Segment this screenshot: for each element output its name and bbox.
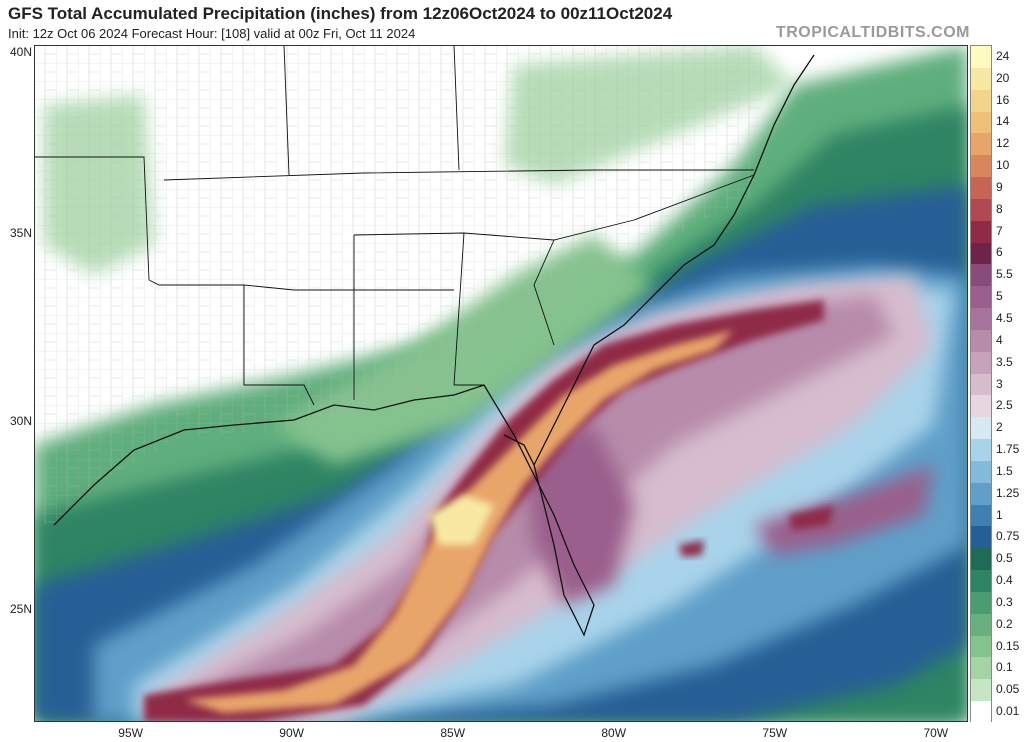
colorbar-swatch — [971, 526, 991, 549]
colorbar-label: 5.5 — [996, 267, 1013, 282]
colorbar-label: 0.05 — [996, 682, 1020, 697]
colorbar-swatch — [971, 701, 991, 724]
colorbar-label: 4 — [996, 332, 1003, 347]
colorbar-label: 3.5 — [996, 354, 1013, 369]
colorbar-swatch — [971, 133, 991, 156]
colorbar-swatch — [971, 89, 991, 112]
colorbar-swatch — [971, 67, 991, 91]
colorbar-swatch — [971, 504, 991, 527]
lat-label: 40N — [9, 45, 32, 59]
lon-label: 85W — [440, 726, 466, 740]
colorbar-label: 20 — [996, 70, 1010, 85]
lat-label: 35N — [9, 226, 32, 241]
lon-label: 95W — [118, 726, 143, 740]
colorbar-swatch — [971, 417, 991, 440]
colorbar-label: 0.4 — [996, 573, 1013, 588]
colorbar-label: 5 — [996, 289, 1003, 304]
colorbar-swatch — [971, 286, 991, 309]
colorbar-label: 16 — [996, 92, 1010, 107]
colorbar-label: 0.1 — [996, 660, 1013, 675]
forecast-info: Init: 12z Oct 06 2024 Forecast Hour: [10… — [8, 26, 416, 41]
lon-label: 70W — [923, 726, 949, 740]
colorbar-swatch — [971, 46, 991, 69]
state-borders — [34, 45, 755, 406]
colorbar-swatch — [971, 439, 991, 462]
colorbar-label: 12 — [996, 136, 1010, 151]
colorbar-label: 1.5 — [996, 463, 1013, 478]
colorbar-swatch — [971, 111, 991, 134]
colorbar-swatch — [971, 308, 991, 331]
lon-label: 75W — [762, 726, 788, 740]
colorbar-label: 1.25 — [996, 485, 1020, 500]
colorbar-label: 24 — [996, 48, 1010, 63]
colorbar-label: 6 — [996, 245, 1003, 260]
colorbar-swatch — [971, 635, 991, 658]
colorbar-swatch — [971, 177, 991, 200]
colorbar-label: 7 — [996, 223, 1003, 238]
colorbar-label: 0.75 — [996, 529, 1020, 544]
colorbar — [970, 45, 992, 724]
colorbar-label: 0.5 — [996, 551, 1013, 566]
colorbar-swatch — [971, 548, 991, 571]
colorbar-swatch — [971, 198, 991, 222]
colorbar-label: 0.3 — [996, 594, 1013, 609]
colorbar-swatch — [971, 679, 991, 702]
colorbar-label: 0.15 — [996, 638, 1020, 653]
colorbar-label: 14 — [996, 114, 1010, 129]
colorbar-label: 4.5 — [996, 310, 1013, 325]
precipitation-map — [34, 45, 968, 722]
brand-watermark[interactable]: TROPICALTIDBITS.COM — [775, 24, 970, 41]
lat-label: 30N — [9, 414, 32, 429]
colorbar-swatch — [971, 242, 991, 265]
colorbar-swatch — [971, 155, 991, 178]
land-mass — [34, 45, 764, 525]
colorbar-swatch — [971, 482, 991, 506]
colorbar-label: 0.01 — [996, 704, 1020, 719]
lon-label: 90W — [279, 726, 304, 740]
colorbar-label: 2.5 — [996, 398, 1013, 413]
coastlines — [53, 54, 815, 637]
colorbar-label: 1.75 — [996, 442, 1020, 457]
colorbar-label: 0.2 — [996, 616, 1013, 631]
colorbar-label: 1 — [996, 507, 1003, 522]
colorbar-swatch — [971, 460, 991, 484]
colorbar-label: 3 — [996, 376, 1003, 391]
colorbar-label: 2 — [996, 420, 1003, 435]
lon-label: 80W — [601, 726, 627, 740]
colorbar-swatch — [971, 395, 991, 418]
colorbar-swatch — [971, 373, 991, 396]
colorbar-swatch — [971, 657, 991, 680]
colorbar-swatch — [971, 220, 991, 244]
colorbar-swatch — [971, 591, 991, 615]
colorbar-swatch — [971, 351, 991, 375]
colorbar-swatch — [971, 264, 991, 287]
colorbar-swatch — [971, 329, 991, 353]
lat-label: 25N — [9, 602, 32, 617]
map-frame — [34, 45, 968, 722]
colorbar-label: 8 — [996, 201, 1003, 216]
colorbar-swatch — [971, 613, 991, 637]
colorbar-label: 9 — [996, 179, 1003, 194]
colorbar-swatch — [971, 570, 991, 593]
chart-title: GFS Total Accumulated Precipitation (inc… — [8, 4, 673, 23]
colorbar-label: 10 — [996, 158, 1010, 173]
